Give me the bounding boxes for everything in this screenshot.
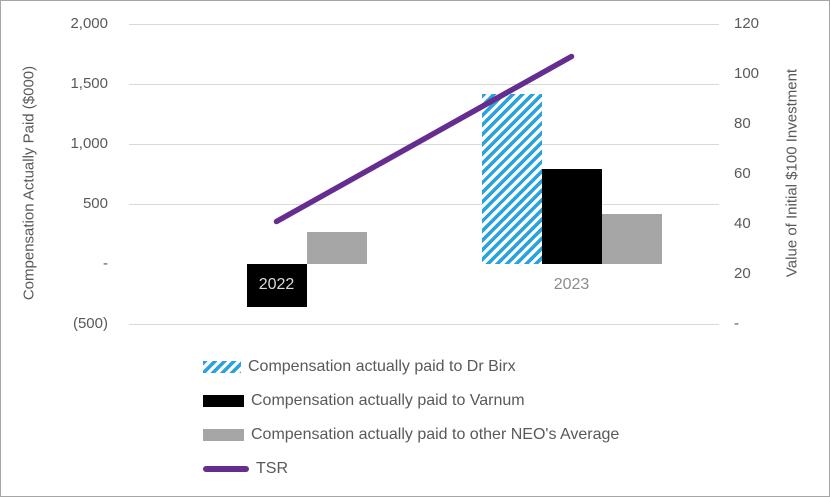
right-axis-tick-label: 40 bbox=[734, 215, 751, 232]
legend-label: Compensation actually paid to other NEO'… bbox=[251, 426, 620, 443]
left-axis-tick-label: 500 bbox=[82, 195, 108, 212]
left-axis-tick-label: - bbox=[103, 255, 108, 272]
legend-item: Compensation actually paid to Dr Birx bbox=[203, 350, 619, 384]
left-axis-tick-label: (500) bbox=[72, 315, 108, 332]
gridline bbox=[129, 204, 719, 205]
tsr-line-path bbox=[273, 53, 575, 225]
legend-item: TSR bbox=[203, 452, 619, 486]
legend-swatch-solid-icon bbox=[203, 395, 244, 407]
category-label-2023: 2023 bbox=[553, 276, 590, 293]
legend-label: TSR bbox=[256, 460, 288, 477]
bar-varnum-2023 bbox=[541, 168, 602, 264]
left-axis-tick-label: 1,000 bbox=[70, 135, 108, 152]
legend-swatch-tsr-line-icon bbox=[203, 466, 249, 472]
gridline bbox=[129, 324, 719, 325]
right-axis-tick-label: - bbox=[734, 315, 739, 332]
right-axis-tick-label: 60 bbox=[734, 165, 751, 182]
bar-varnum-2022 bbox=[246, 264, 307, 307]
gridline bbox=[129, 84, 719, 85]
legend-item: Compensation actually paid to Varnum bbox=[203, 384, 619, 418]
right-axis-tick-label: 120 bbox=[734, 15, 760, 32]
right-axis-tick-label: 100 bbox=[734, 65, 760, 82]
gridline bbox=[129, 24, 719, 25]
legend-label: Compensation actually paid to Dr Birx bbox=[248, 358, 516, 375]
bar-neo-average-2023 bbox=[601, 213, 662, 264]
category-label-2022: 2022 bbox=[258, 276, 295, 293]
legend-swatch-solid-icon bbox=[203, 429, 244, 441]
bar-birx-2023 bbox=[481, 93, 542, 264]
right-axis-tick-label: 80 bbox=[734, 115, 751, 132]
legend-label: Compensation actually paid to Varnum bbox=[251, 392, 525, 409]
bar-neo-average-2022 bbox=[306, 231, 367, 264]
legend-swatch-hatched-icon bbox=[203, 361, 241, 373]
gridline bbox=[129, 144, 719, 145]
legend-item: Compensation actually paid to other NEO'… bbox=[203, 418, 619, 452]
left-axis-tick-label: 1,500 bbox=[70, 75, 108, 92]
left-axis-tick-label: 2,000 bbox=[70, 15, 108, 32]
right-axis-tick-label: 20 bbox=[734, 265, 751, 282]
legend: Compensation actually paid to Dr Birx Com… bbox=[203, 350, 619, 486]
